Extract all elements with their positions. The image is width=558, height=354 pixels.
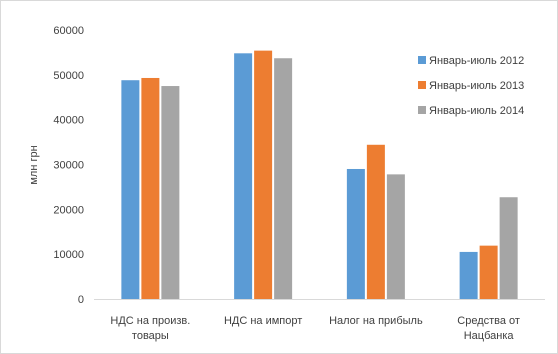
bar — [141, 77, 160, 299]
x-category-label: Средства от — [457, 315, 520, 327]
bar — [386, 174, 405, 299]
legend-swatch — [418, 106, 426, 114]
bar — [479, 245, 498, 299]
legend-swatch — [418, 81, 426, 89]
bar — [121, 80, 140, 299]
bar — [274, 58, 293, 300]
y-tick-label: 30000 — [53, 160, 84, 172]
bar — [346, 168, 365, 299]
y-axis-title: млн грн — [28, 145, 40, 184]
y-tick-label: 50000 — [53, 70, 84, 82]
bar — [366, 144, 385, 299]
y-tick-label: 20000 — [53, 204, 84, 216]
bar — [234, 53, 253, 300]
x-category-label: НДС на произв. — [110, 315, 190, 327]
bar — [254, 50, 273, 299]
legend-label: Январь-июль 2014 — [429, 105, 524, 117]
x-category-label: Нацбанка — [464, 330, 515, 342]
y-tick-label: 60000 — [53, 25, 84, 37]
y-tick-label: 10000 — [53, 249, 84, 261]
y-tick-label: 0 — [78, 294, 84, 306]
bar — [499, 197, 518, 299]
x-category-label: товары — [132, 330, 169, 342]
bar — [161, 86, 180, 300]
y-tick-label: 40000 — [53, 115, 84, 127]
x-category-label: Налог на прибыль — [329, 315, 423, 327]
legend-label: Январь-июль 2013 — [429, 80, 524, 92]
x-category-label: НДС на импорт — [224, 315, 302, 327]
legend-swatch — [418, 56, 426, 64]
legend-label: Январь-июль 2012 — [429, 55, 524, 67]
bar — [459, 251, 478, 299]
